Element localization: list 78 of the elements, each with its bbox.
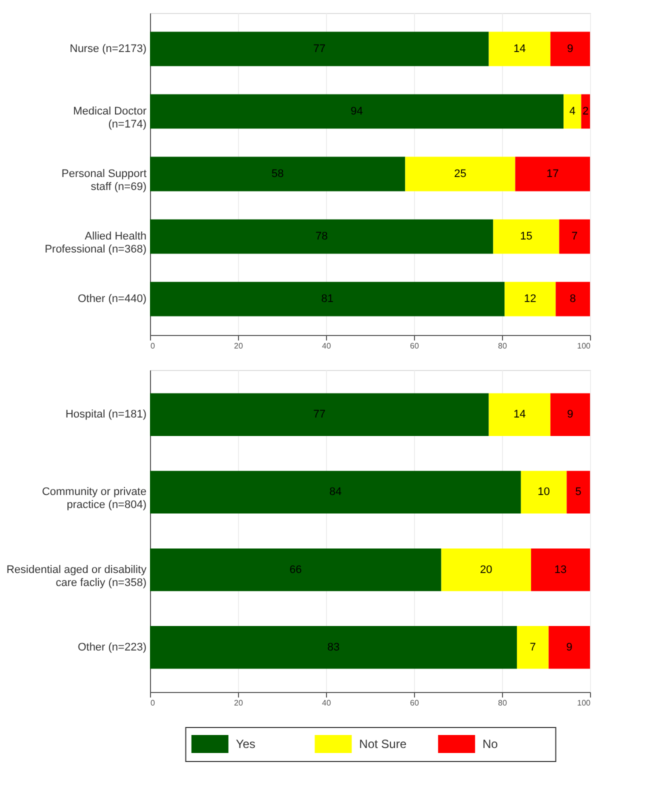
bar: [150, 470, 521, 514]
y-tick-label: Other (n=223): [78, 641, 146, 654]
y-tick-label: Personal Support staff (n=69): [62, 168, 146, 193]
data-label: 9: [567, 42, 574, 55]
x-tick-label: 0: [150, 342, 156, 350]
bar: [488, 32, 550, 66]
bar: [150, 32, 489, 66]
data-label: 2: [582, 105, 589, 118]
bar: [556, 282, 590, 316]
x-tick-label: 60: [410, 342, 420, 350]
bar: [493, 219, 560, 254]
bar: [515, 156, 590, 192]
y-tick-label: Nurse (n=2173): [70, 42, 146, 55]
data-label: 77: [313, 42, 326, 55]
y-tick-label: Hospital (n=181): [65, 408, 146, 421]
bar: [150, 626, 517, 669]
bar: [150, 393, 489, 436]
bar: [550, 32, 590, 66]
data-label: 13: [554, 564, 567, 576]
bar: [504, 282, 556, 316]
bar: [150, 219, 494, 254]
x-tick-label: 100: [577, 698, 592, 708]
bar: [581, 94, 590, 129]
x-tick-label: 20: [234, 342, 244, 350]
legend-label: Not Sure: [359, 737, 407, 751]
legend-label: No: [482, 737, 498, 751]
bar: [548, 626, 590, 669]
bar: [150, 94, 564, 129]
data-label: 12: [524, 293, 536, 306]
y-tick-label: Residential aged or disability care facliy (n=358): [6, 564, 147, 589]
bar: [559, 219, 590, 254]
data-label: 25: [454, 168, 466, 180]
data-label: 15: [520, 230, 532, 243]
data-label: 17: [546, 168, 559, 180]
bar: [441, 548, 532, 592]
bar: [405, 156, 516, 192]
x-tick-label: 80: [498, 342, 508, 350]
bar: [564, 94, 582, 129]
y-tick-label: Allied Health Professional (n=368): [44, 230, 146, 256]
x-tick-label: 60: [410, 698, 420, 708]
data-label: 9: [567, 408, 574, 421]
x-tick-label: 20: [234, 698, 244, 708]
data-label: 81: [321, 293, 334, 306]
data-label: 9: [566, 641, 572, 654]
legend-label: Yes: [236, 737, 256, 751]
y-tick-label: Medical Doctor (n=174): [73, 105, 147, 130]
data-label: 77: [313, 408, 326, 421]
data-label: 10: [538, 486, 550, 498]
data-label: 20: [480, 564, 492, 576]
x-tick-label: 100: [577, 342, 592, 350]
data-label: 5: [575, 486, 582, 498]
data-label: 66: [290, 564, 302, 576]
y-tick-label: Community or private practice (n=804): [42, 486, 146, 512]
data-label: 14: [513, 42, 526, 55]
bar: [516, 626, 549, 669]
data-label: 78: [315, 230, 328, 243]
bar: [520, 470, 567, 514]
data-label: 7: [530, 641, 536, 654]
bar: [566, 470, 590, 514]
bar: [150, 156, 406, 192]
x-tick-label: 80: [498, 698, 508, 708]
bar: [150, 548, 442, 592]
data-label: 58: [271, 168, 284, 180]
data-label: 7: [572, 230, 578, 243]
data-label: 84: [329, 486, 342, 498]
bar: [150, 282, 505, 316]
bar: [550, 393, 590, 436]
x-tick-label: 40: [322, 698, 332, 708]
bar: [488, 393, 550, 436]
x-tick-label: 0: [150, 698, 156, 708]
data-label: 4: [569, 105, 576, 118]
data-label: 8: [570, 293, 576, 306]
data-label: 94: [350, 105, 363, 118]
x-tick-label: 40: [322, 342, 332, 350]
y-tick-label: Other (n=440): [78, 293, 146, 306]
bar: [531, 548, 590, 592]
data-label: 83: [327, 641, 340, 654]
data-label: 14: [513, 408, 526, 421]
